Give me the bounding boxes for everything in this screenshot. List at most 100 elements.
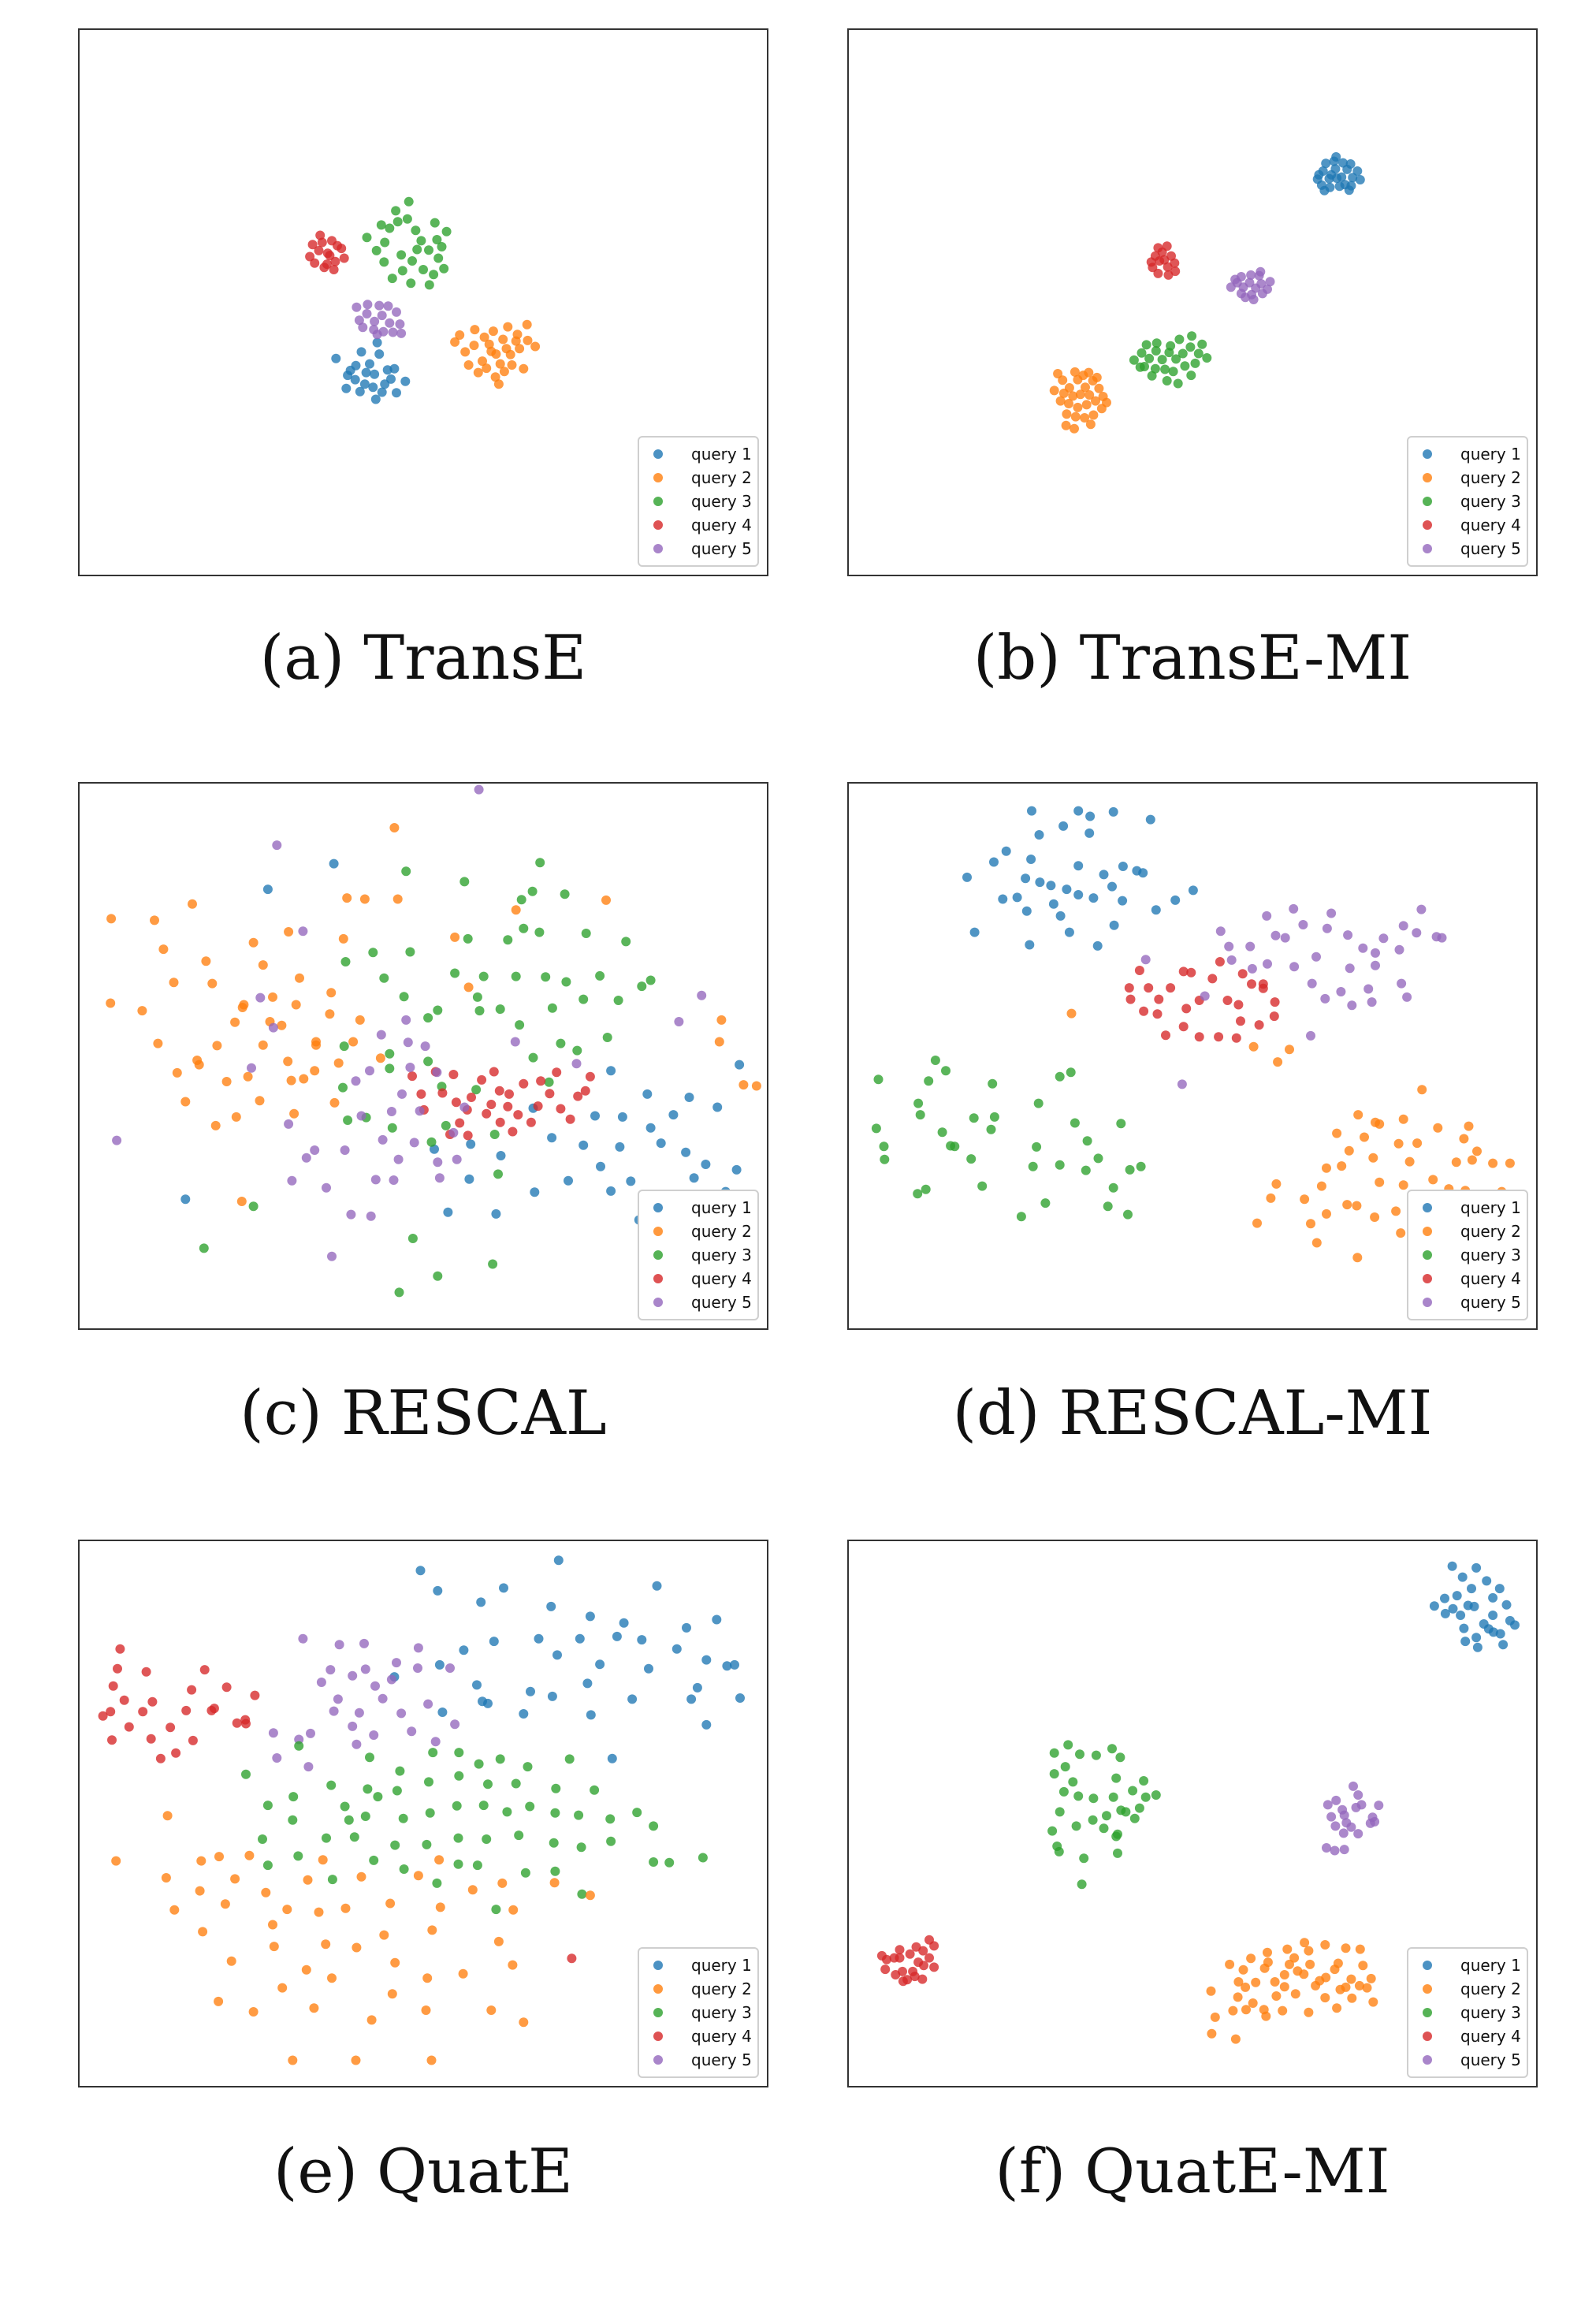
scatter-point: [880, 1965, 891, 1975]
scatter-point: [1290, 1989, 1300, 1999]
scatter-point: [1178, 966, 1189, 977]
scatter-point: [333, 240, 342, 251]
scatter-point: [1071, 1821, 1081, 1831]
scatter-point: [549, 1838, 559, 1848]
legend-label: query 2: [1460, 1979, 1521, 1998]
scatter-point: [333, 1694, 343, 1704]
scatter-point: [536, 1076, 546, 1086]
scatter-point: [1321, 1972, 1331, 1983]
scatter-point: [918, 1946, 928, 1956]
scatter-point: [1331, 152, 1341, 162]
legend-label: query 2: [691, 1222, 752, 1241]
scatter-point: [1335, 1984, 1345, 1994]
scatter-point: [1271, 1991, 1282, 2001]
legend-marker-icon: [1423, 544, 1432, 553]
legend-entry: query 2: [1408, 1977, 1527, 2001]
scatter-point: [1238, 1965, 1248, 1975]
scatter-point: [1467, 1155, 1477, 1165]
scatter-point: [378, 1134, 388, 1145]
scatter-point: [315, 230, 326, 240]
scatter-point: [1151, 905, 1161, 915]
scatter-point: [392, 1786, 402, 1796]
legend-entry: query 2: [639, 466, 757, 490]
scatter-point: [656, 1138, 666, 1149]
scatter-point: [1488, 1627, 1498, 1637]
scatter-point: [519, 923, 529, 933]
scatter-point: [1447, 1561, 1457, 1571]
scatter-point: [681, 1147, 691, 1157]
scatter-point: [344, 1815, 354, 1825]
legend-entry: query 4: [1408, 1267, 1527, 1290]
scatter-point: [334, 1640, 344, 1650]
scatter-point: [1058, 375, 1068, 385]
scatter-point: [322, 259, 332, 270]
legend-entry: query 1: [639, 1953, 757, 1977]
scatter-point: [98, 1711, 108, 1721]
scatter-point: [1273, 1057, 1283, 1067]
scatter-point: [303, 1762, 314, 1772]
scatter-point: [1109, 920, 1119, 930]
scatter-point: [1150, 363, 1160, 374]
scatter-point: [261, 1887, 271, 1897]
scatter-point: [284, 927, 294, 937]
scatter-point: [637, 1635, 647, 1645]
scatter-point: [199, 1243, 209, 1253]
scatter-point: [365, 359, 374, 369]
scatter-point: [1322, 1843, 1331, 1853]
scatter-point: [1040, 1198, 1051, 1209]
legend-entry: query 4: [639, 513, 757, 537]
scatter-point: [1371, 960, 1380, 970]
scatter-point: [1125, 994, 1136, 1004]
legend-label: query 2: [691, 1979, 752, 1998]
scatter-point: [488, 1259, 498, 1269]
scatter-point: [386, 1107, 396, 1116]
scatter-point: [556, 1038, 566, 1048]
legend-label: query 2: [1460, 1222, 1521, 1241]
scatter-point: [596, 1161, 605, 1171]
subfigure-caption: (a) TransE: [78, 623, 768, 694]
legend-marker-icon: [1423, 497, 1432, 506]
legend-entry: query 2: [639, 1220, 757, 1243]
scatter-point: [1139, 1776, 1149, 1786]
scatter-point: [1170, 266, 1181, 277]
scatter-point: [424, 1777, 433, 1787]
scatter-point: [463, 982, 474, 992]
scatter-point: [169, 978, 179, 988]
legend: query 1 query 2 query 3 query 4 query 5: [1407, 1947, 1528, 2078]
scatter-point: [1151, 1790, 1161, 1800]
scatter-point: [1241, 292, 1251, 303]
scatter-point: [430, 1144, 439, 1154]
scatter-point: [1456, 1611, 1466, 1620]
scatter-point: [564, 1754, 575, 1764]
scatter-point: [510, 1037, 520, 1047]
scatter-point: [1505, 1158, 1515, 1168]
scatter-point: [455, 330, 465, 340]
scatter-point: [137, 1006, 147, 1016]
scatter-point: [504, 1089, 514, 1099]
scatter-point: [585, 1071, 595, 1082]
scatter-point: [913, 1098, 924, 1108]
scatter-point: [1124, 983, 1134, 993]
scatter-point: [390, 1957, 400, 1968]
scatter-point: [698, 1853, 708, 1863]
scatter-point: [1230, 2034, 1241, 2044]
scatter-point: [941, 1066, 951, 1076]
scatter-point: [426, 1137, 437, 1147]
scatter-point: [473, 367, 483, 378]
scatter-point: [1368, 1153, 1378, 1163]
legend-entry: query 5: [1408, 537, 1527, 560]
scatter-point: [1360, 1132, 1369, 1142]
scatter-point: [617, 1112, 627, 1122]
scatter-point: [314, 245, 324, 255]
scatter-point: [385, 1048, 395, 1059]
legend-label: query 4: [1460, 516, 1521, 534]
scatter-point: [1337, 1161, 1347, 1171]
scatter-point: [329, 265, 339, 274]
scatter-point: [1055, 911, 1066, 921]
scatter-point: [402, 214, 412, 224]
scatter-point: [401, 1015, 411, 1025]
caption-letter: (a): [259, 623, 345, 694]
scatter-point: [495, 359, 505, 369]
scatter-point: [1316, 1181, 1326, 1191]
scatter-point: [508, 1127, 518, 1137]
